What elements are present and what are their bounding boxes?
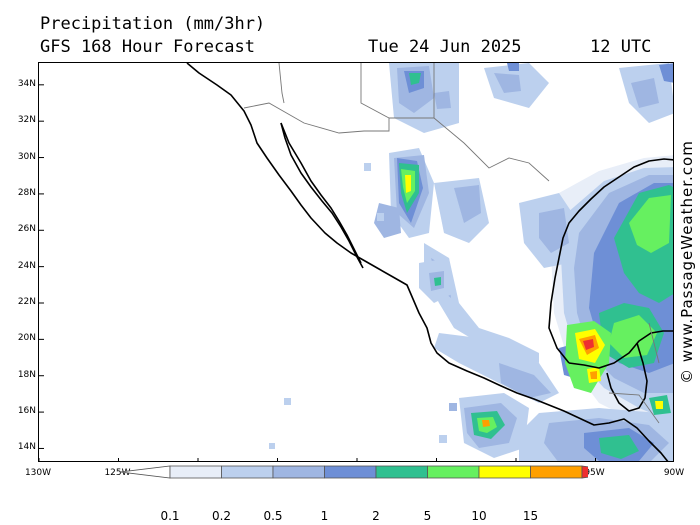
lon-label: 95W: [584, 468, 605, 478]
central-america-rain: [519, 395, 673, 461]
rain-patch: [655, 401, 663, 409]
legend-swatch: [530, 465, 583, 479]
legend-swatch: [375, 465, 428, 479]
legend-swatch: [324, 465, 377, 479]
credit-panel: © www.PassageWeather.com: [676, 62, 698, 462]
rain-patch: [449, 403, 457, 411]
isolated-showers: [269, 163, 457, 449]
legend-swatch: [272, 465, 325, 479]
rain-patch: [629, 195, 671, 253]
rain-patch: [284, 398, 291, 405]
rain-patch: [434, 277, 441, 286]
legend-swatch: [478, 465, 531, 479]
rain-patch: [409, 73, 421, 85]
lat-label: 20N: [17, 333, 36, 344]
legend-swatch: [169, 465, 222, 479]
legend-arrow-high: [581, 465, 588, 479]
legend-swatch: [221, 465, 274, 479]
campeche-storm: [565, 321, 611, 393]
rain-patch: [609, 315, 657, 358]
rain-patch: [454, 185, 481, 223]
map-title: Precipitation (mm/3hr): [40, 14, 266, 34]
site-credit: © www.PassageWeather.com: [678, 140, 696, 384]
legend-label: 0.2: [211, 509, 232, 523]
rain-patch: [599, 435, 639, 459]
rain-patch: [631, 78, 659, 108]
rain-patch: [405, 175, 411, 193]
lat-label: 22N: [17, 297, 36, 307]
rain-patch: [590, 371, 597, 379]
offshore-pacific-cell: [459, 393, 529, 458]
legend-arrow-low: [119, 465, 171, 479]
legend-label: 0.5: [263, 509, 283, 523]
rain-patch: [507, 63, 519, 71]
lat-label: 28N: [17, 187, 36, 198]
lat-label: 16N: [17, 406, 36, 417]
legend-label: 5: [423, 509, 432, 523]
lat-label: 14N: [17, 442, 36, 453]
rain-patch: [583, 339, 594, 350]
legend-label: 2: [372, 509, 380, 523]
lat-label: 30N: [17, 151, 36, 162]
lon-label: 130W: [24, 468, 52, 478]
forecast-date: Tue 24 Jun 2025: [368, 37, 522, 57]
texas-coast-rain: [419, 193, 579, 303]
rain-patch: [494, 73, 521, 93]
rain-patch: [434, 91, 451, 109]
legend-label: 10: [471, 509, 487, 523]
rain-patch: [377, 213, 384, 221]
precip-legend: [119, 465, 588, 479]
lat-label: 18N: [17, 369, 36, 380]
legend-label: 15: [522, 509, 539, 523]
legend-swatch: [427, 465, 480, 479]
rain-patch: [269, 443, 275, 449]
precipitation-field: [269, 63, 673, 461]
axis-ticks: [39, 84, 596, 461]
northern-cells: [389, 63, 673, 133]
forecast-time: 12 UTC: [590, 37, 652, 57]
country-borders: [243, 63, 660, 424]
rain-patch: [659, 63, 673, 83]
sierra-madre-cells: [374, 148, 489, 243]
lat-label: 24N: [17, 260, 36, 271]
rain-patch: [424, 243, 539, 363]
rain-patch: [439, 435, 447, 443]
lat-label: 26N: [17, 224, 36, 235]
rain-patch: [499, 363, 551, 398]
forecast-subtitle: GFS 168 Hour Forecast: [40, 37, 255, 57]
rain-patch: [374, 203, 401, 238]
legend-label: 0.1: [160, 509, 180, 523]
lat-label: 34N: [17, 78, 36, 89]
rain-patch: [482, 420, 490, 427]
map-canvas: [39, 63, 673, 461]
lon-label: 125W: [104, 468, 131, 478]
rain-patch: [364, 163, 371, 171]
precipitation-map: [38, 62, 674, 462]
lon-label: 90W: [663, 468, 685, 478]
lat-label: 32N: [17, 115, 36, 126]
legend-label: 1: [320, 509, 329, 523]
